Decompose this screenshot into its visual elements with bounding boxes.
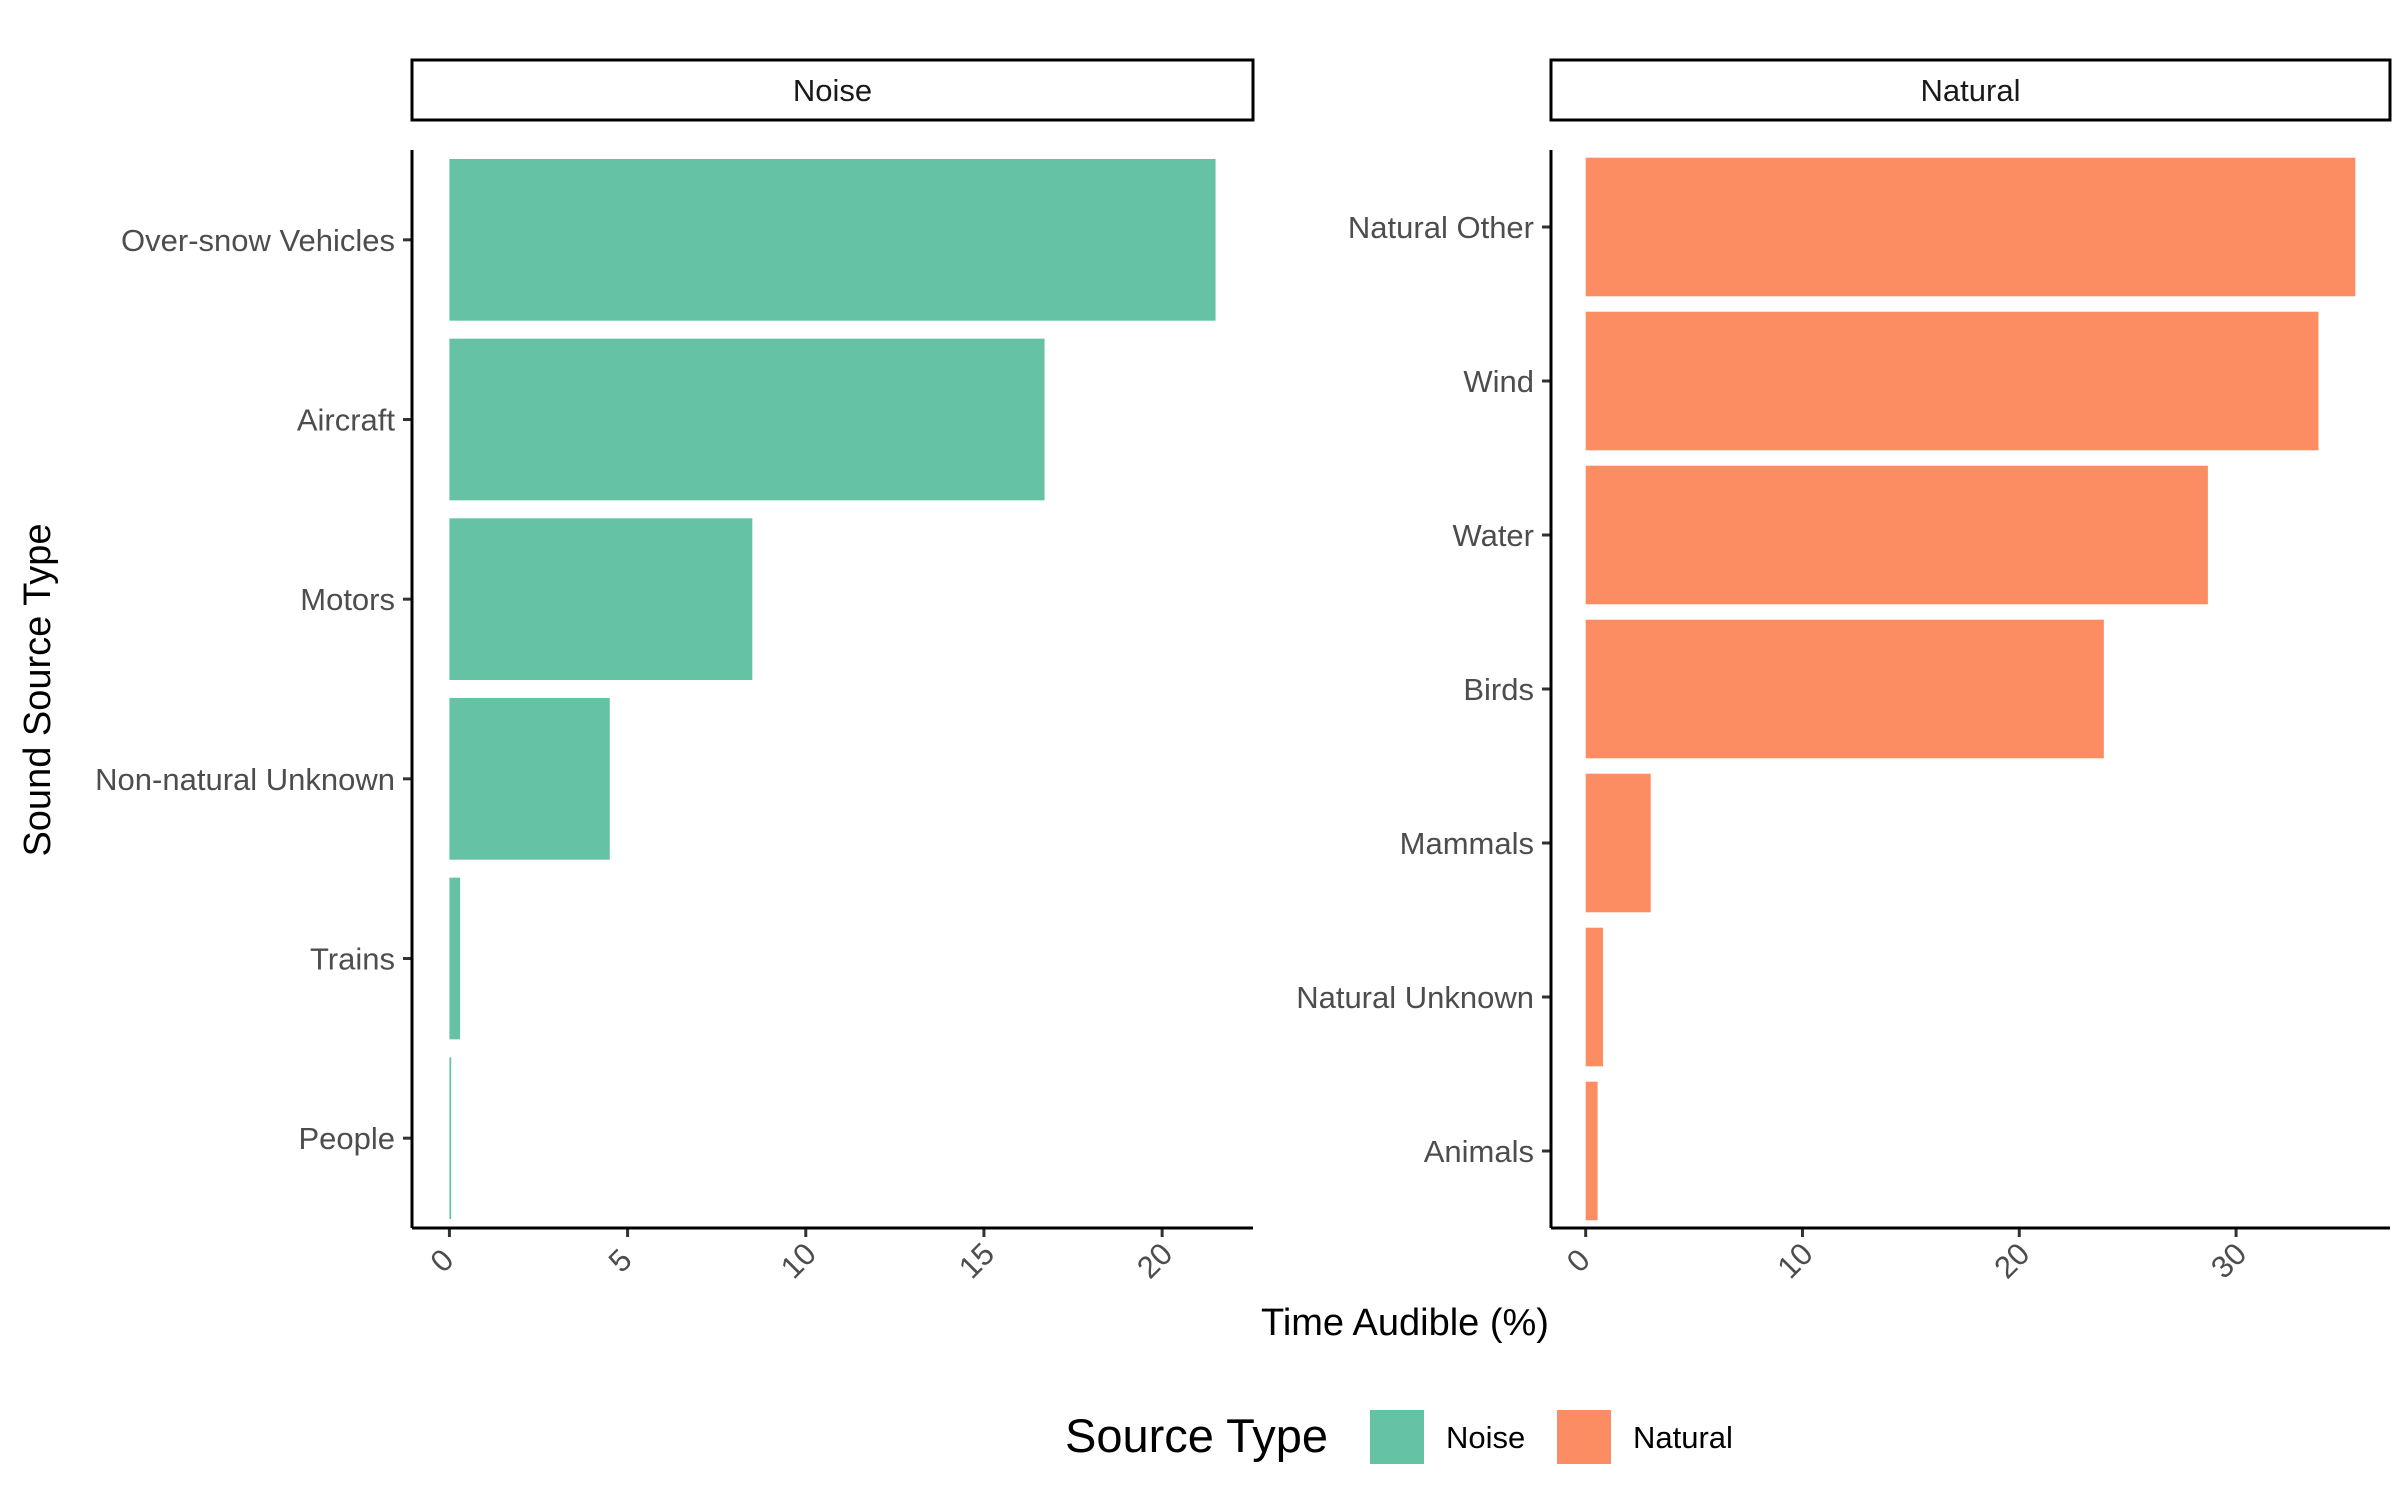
strip-natural [1549, 58, 2392, 122]
bar-over-snow-vehicles [449, 158, 1216, 321]
bar-aircraft [449, 338, 1045, 501]
legend-key-noise [1370, 1410, 1424, 1464]
y-tick-label-natural-unknown: Natural Unknown [1296, 980, 1534, 1015]
bar-non-natural-unknown [449, 697, 610, 860]
strip-label-natural: Natural [1921, 73, 2021, 108]
bar-wind [1585, 311, 2319, 451]
x-tick-label-noise-20: 20 [1130, 1236, 1179, 1285]
bar-birds [1585, 619, 2104, 759]
x-axis-title: Time Audible (%) [1261, 1302, 1549, 1344]
panel-natural: Natural Natural Other Wind Water Birds Mammal… [1296, 58, 2392, 1285]
bar-water [1585, 465, 2208, 605]
bar-mammals [1585, 773, 1651, 913]
legend-label-natural: Natural [1633, 1420, 1733, 1455]
bar-natural-unknown [1585, 927, 1604, 1067]
y-tick-label-aircraft: Aircraft [297, 403, 396, 438]
panel-noise: Noise Over-snow Vehicles Aircraft Motors Non… [95, 58, 1255, 1285]
bar-animals [1585, 1081, 1598, 1221]
y-tick-label-natural-other: Natural Other [1348, 210, 1534, 245]
y-tick-label-people: People [298, 1121, 395, 1156]
y-tick-label-over-snow-vehicles: Over-snow Vehicles [121, 223, 395, 258]
x-tick-label-noise-10: 10 [774, 1236, 823, 1285]
legend: Source Type Noise Natural [1065, 1409, 1733, 1464]
x-tick-label-natural-0: 0 [1560, 1242, 1597, 1279]
strip-noise [410, 58, 1255, 122]
legend-label-noise: Noise [1446, 1420, 1525, 1455]
strip-label-noise: Noise [793, 73, 872, 108]
y-tick-label-wind: Wind [1463, 364, 1534, 399]
bar-motors [449, 518, 753, 681]
legend-title: Source Type [1065, 1409, 1328, 1462]
bar-natural-other [1585, 157, 2356, 297]
legend-key-natural [1557, 1410, 1611, 1464]
bar-people [449, 1057, 452, 1220]
y-tick-label-animals: Animals [1424, 1134, 1534, 1169]
x-tick-label-noise-15: 15 [952, 1236, 1001, 1285]
y-tick-label-birds: Birds [1463, 672, 1534, 707]
y-tick-label-trains: Trains [310, 942, 395, 977]
x-tick-label-natural-20: 20 [1987, 1236, 2036, 1285]
x-tick-label-natural-10: 10 [1770, 1236, 1819, 1285]
x-tick-label-noise-5: 5 [602, 1242, 639, 1279]
y-tick-label-non-natural-unknown: Non-natural Unknown [95, 762, 395, 797]
y-tick-label-motors: Motors [300, 582, 395, 617]
bar-trains [449, 877, 461, 1040]
x-tick-label-noise-0: 0 [424, 1242, 461, 1279]
y-tick-label-mammals: Mammals [1400, 826, 1534, 861]
x-tick-label-natural-30: 30 [2204, 1236, 2253, 1285]
panels-layer: Noise Over-snow Vehicles Aircraft Motors Non… [95, 58, 2392, 1285]
y-tick-label-water: Water [1452, 518, 1534, 553]
y-axis-title: Sound Source Type [17, 523, 59, 856]
